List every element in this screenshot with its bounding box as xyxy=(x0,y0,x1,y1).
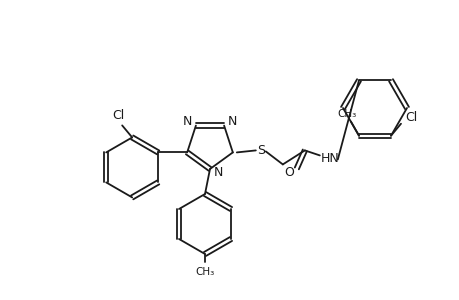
Text: O: O xyxy=(283,166,293,179)
Text: CH₃: CH₃ xyxy=(195,267,214,277)
Text: Cl: Cl xyxy=(112,109,124,122)
Text: N: N xyxy=(213,167,222,179)
Text: N: N xyxy=(227,115,236,128)
Text: N: N xyxy=(183,115,192,128)
Text: S: S xyxy=(256,144,264,157)
Text: Cl: Cl xyxy=(404,111,416,124)
Text: CH₃: CH₃ xyxy=(336,109,356,119)
Text: HN: HN xyxy=(320,152,338,165)
